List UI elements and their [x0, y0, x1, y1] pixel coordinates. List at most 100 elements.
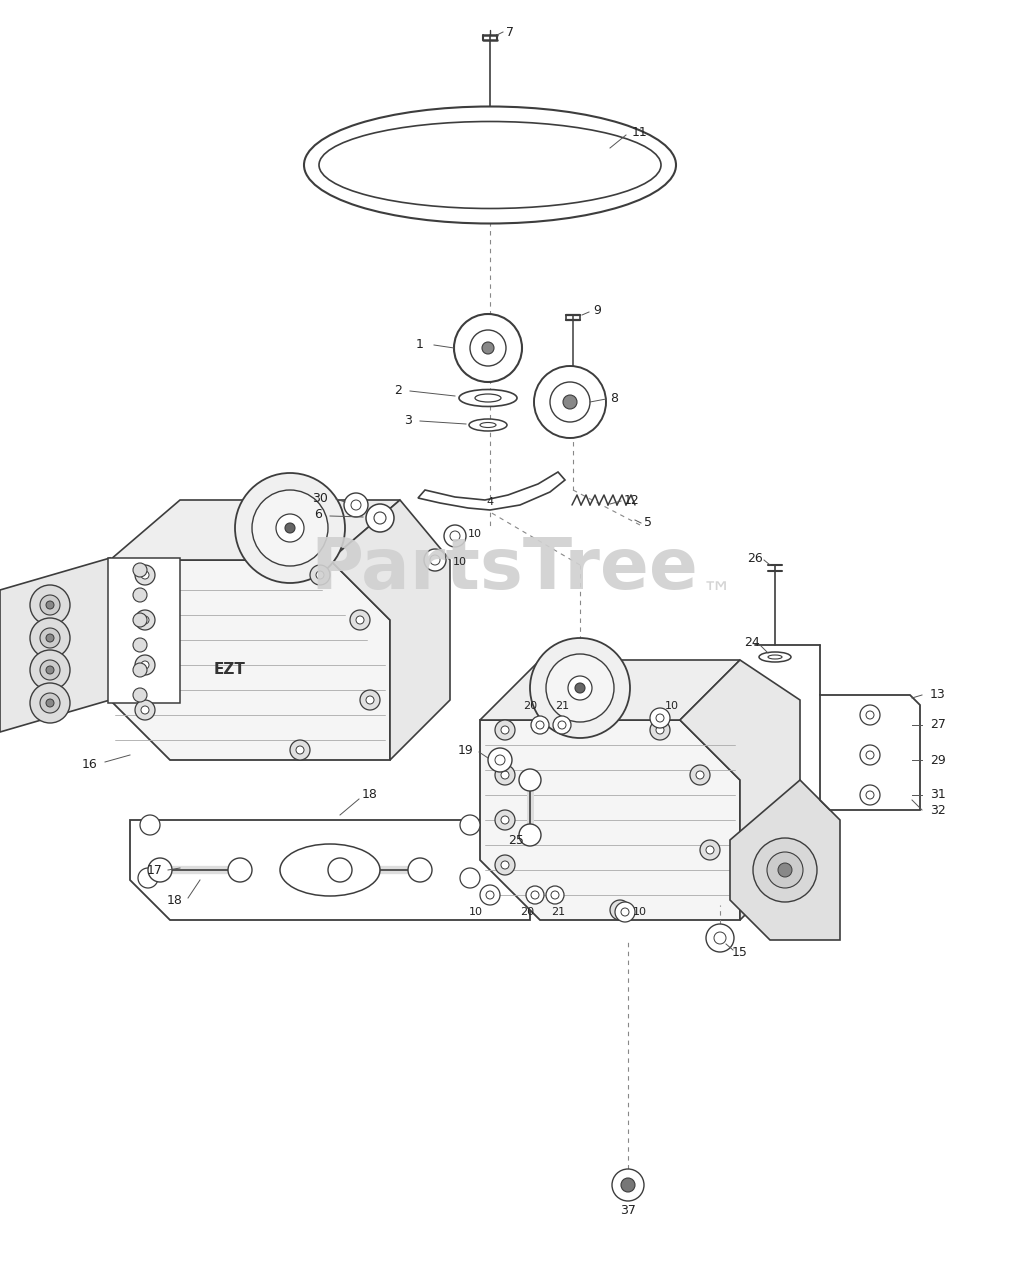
Circle shape — [46, 602, 54, 609]
Text: 31: 31 — [930, 788, 945, 801]
Circle shape — [133, 563, 147, 577]
Circle shape — [133, 588, 147, 602]
Circle shape — [285, 524, 295, 532]
Circle shape — [616, 906, 624, 914]
Circle shape — [344, 493, 368, 517]
Ellipse shape — [469, 419, 507, 431]
Circle shape — [860, 705, 880, 724]
Circle shape — [501, 817, 509, 824]
Text: 24: 24 — [744, 635, 760, 649]
Circle shape — [546, 886, 564, 904]
Circle shape — [360, 690, 380, 710]
Circle shape — [615, 902, 635, 922]
Circle shape — [706, 924, 734, 952]
Circle shape — [860, 745, 880, 765]
Text: 15: 15 — [733, 946, 748, 959]
Circle shape — [356, 616, 364, 623]
Text: 1: 1 — [416, 338, 424, 352]
Circle shape — [482, 342, 494, 355]
Text: ™: ™ — [701, 581, 732, 609]
Text: 18: 18 — [167, 893, 183, 906]
Circle shape — [252, 490, 328, 566]
Circle shape — [30, 618, 70, 658]
Circle shape — [276, 515, 304, 541]
Circle shape — [135, 611, 155, 630]
Text: 5: 5 — [644, 516, 652, 529]
Text: 13: 13 — [930, 689, 945, 701]
Text: 32: 32 — [930, 804, 945, 817]
Text: 26: 26 — [747, 552, 763, 564]
Text: 21: 21 — [555, 701, 569, 710]
Circle shape — [408, 858, 432, 882]
Text: 8: 8 — [610, 392, 618, 404]
Text: 4: 4 — [486, 497, 493, 507]
Text: 30: 30 — [312, 492, 328, 504]
Text: 29: 29 — [930, 754, 945, 767]
Circle shape — [495, 810, 515, 829]
Circle shape — [519, 824, 541, 846]
Polygon shape — [480, 660, 740, 719]
Text: 9: 9 — [593, 303, 601, 316]
Circle shape — [133, 663, 147, 677]
Text: 20: 20 — [520, 908, 534, 916]
Circle shape — [656, 726, 664, 733]
Ellipse shape — [768, 655, 782, 659]
Circle shape — [460, 868, 480, 888]
Text: 16: 16 — [82, 759, 98, 772]
Text: PartsTree: PartsTree — [311, 535, 698, 604]
Polygon shape — [418, 472, 565, 509]
Text: 20: 20 — [523, 701, 537, 710]
Circle shape — [374, 512, 386, 524]
Text: 12: 12 — [625, 494, 640, 507]
Polygon shape — [730, 780, 840, 940]
Circle shape — [563, 396, 577, 410]
Circle shape — [460, 815, 480, 835]
Circle shape — [501, 726, 509, 733]
Circle shape — [696, 771, 704, 780]
Circle shape — [621, 1178, 635, 1192]
Circle shape — [141, 616, 149, 623]
Ellipse shape — [281, 844, 380, 896]
Ellipse shape — [319, 122, 661, 209]
FancyBboxPatch shape — [108, 558, 180, 703]
Circle shape — [495, 755, 504, 765]
Text: 21: 21 — [551, 908, 565, 916]
Circle shape — [546, 654, 614, 722]
Circle shape — [135, 655, 155, 675]
Circle shape — [228, 858, 252, 882]
Circle shape — [700, 840, 720, 860]
Text: 10: 10 — [469, 908, 483, 916]
Text: 17: 17 — [147, 864, 162, 877]
Circle shape — [866, 710, 874, 719]
Circle shape — [40, 660, 60, 680]
Circle shape — [40, 692, 60, 713]
Polygon shape — [0, 558, 110, 732]
Text: 25: 25 — [509, 833, 524, 846]
Text: 37: 37 — [621, 1203, 636, 1216]
Circle shape — [366, 696, 374, 704]
Circle shape — [656, 714, 664, 722]
Ellipse shape — [480, 422, 496, 428]
Circle shape — [235, 474, 345, 582]
Circle shape — [141, 660, 149, 669]
Circle shape — [141, 571, 149, 579]
Circle shape — [495, 765, 515, 785]
Text: 18: 18 — [362, 788, 378, 801]
Circle shape — [46, 699, 54, 707]
Circle shape — [30, 684, 70, 723]
Circle shape — [316, 571, 324, 579]
Text: 7: 7 — [506, 26, 514, 38]
Circle shape — [424, 549, 446, 571]
Circle shape — [558, 721, 566, 730]
Text: 6: 6 — [314, 508, 322, 521]
Circle shape — [444, 525, 466, 547]
Circle shape — [553, 716, 571, 733]
Circle shape — [531, 716, 549, 733]
Polygon shape — [110, 500, 400, 561]
Polygon shape — [130, 820, 530, 920]
Text: 2: 2 — [395, 384, 402, 397]
Polygon shape — [820, 695, 920, 810]
Circle shape — [501, 771, 509, 780]
Circle shape — [486, 891, 494, 899]
Circle shape — [519, 769, 541, 791]
